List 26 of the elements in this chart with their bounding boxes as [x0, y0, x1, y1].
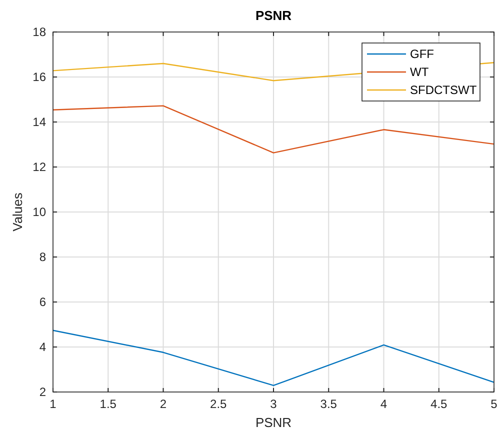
legend-label: SFDCTSWT: [410, 83, 478, 97]
x-tick-label: 3: [270, 397, 278, 411]
x-tick-label: 4: [380, 397, 388, 411]
y-axis-title: Values: [10, 192, 25, 232]
x-tick-label: 2: [160, 397, 167, 411]
x-tick-label: 5: [490, 397, 498, 411]
y-tick-label: 6: [39, 295, 46, 309]
x-tick-label: 4.5: [430, 397, 448, 411]
x-axis-title: PSNR: [255, 415, 292, 430]
y-tick-label: 12: [32, 160, 46, 174]
y-tick-label: 8: [39, 250, 46, 264]
x-tick-label: 3.5: [320, 397, 338, 411]
y-tick-label: 18: [32, 25, 46, 39]
x-tick-label: 2.5: [210, 397, 228, 411]
x-tick-label: 1: [50, 397, 57, 411]
y-tick-label: 2: [39, 385, 46, 399]
chart-title: PSNR: [255, 8, 292, 23]
line-series: [52, 330, 495, 386]
y-tick-label: 10: [32, 205, 46, 219]
line-series: [52, 105, 495, 154]
y-tick-label: 14: [32, 115, 46, 129]
legend-label: GFF: [410, 47, 434, 61]
legend-label: WT: [410, 65, 430, 79]
y-tick-label: 16: [32, 70, 46, 84]
x-tick-label: 1.5: [100, 397, 117, 411]
y-tick-label: 4: [39, 340, 46, 354]
